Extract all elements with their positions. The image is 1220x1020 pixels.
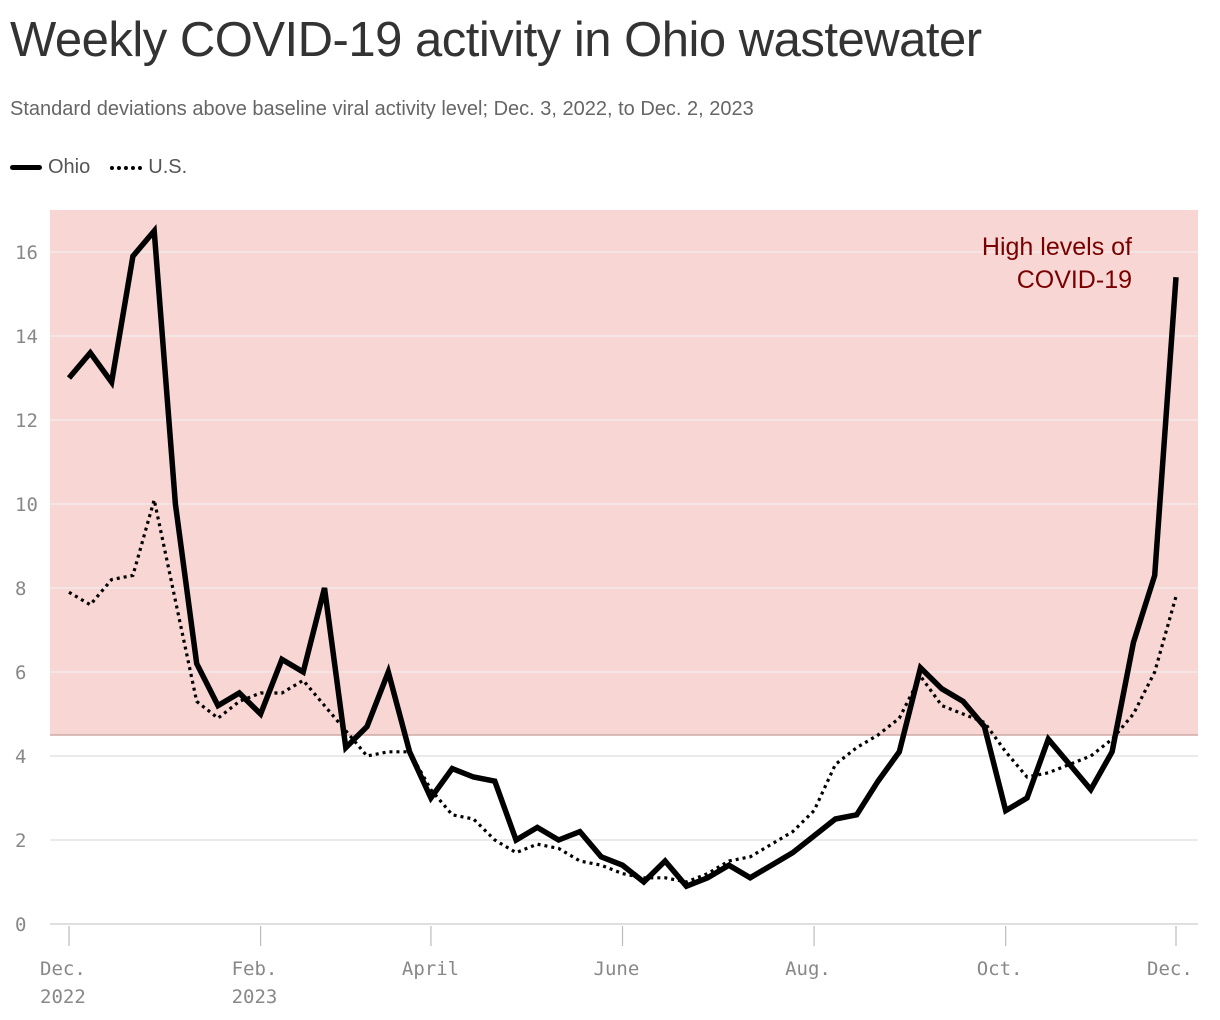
legend-item-us: U.S. (110, 156, 187, 179)
legend-item-ohio: Ohio (10, 156, 90, 179)
legend-solid-swatch (10, 165, 42, 170)
legend: Ohio U.S. (10, 156, 207, 179)
legend-label-ohio: Ohio (48, 156, 91, 178)
x-tick-label: Dec. (1147, 958, 1193, 980)
y-tick-label: 4 (15, 746, 26, 768)
x-tick-label: April (402, 958, 459, 980)
chart-subtitle: Standard deviations above baseline viral… (10, 98, 754, 120)
x-tick-label: 2023 (232, 986, 278, 1008)
y-tick-label: 0 (15, 914, 26, 936)
high-level-annotation: COVID-19 (1017, 266, 1132, 294)
legend-label-us: U.S. (148, 156, 188, 178)
series-line-ohio (66, 224, 1179, 890)
y-tick-label: 10 (15, 494, 38, 516)
y-tick-label: 14 (15, 326, 38, 348)
x-tick-label: June (594, 958, 640, 980)
legend-dotted-swatch (110, 165, 143, 170)
x-tick-label: 2022 (40, 986, 86, 1008)
y-tick-label: 8 (15, 578, 26, 600)
y-tick-label: 12 (15, 410, 38, 432)
y-tick-label: 6 (15, 662, 26, 684)
x-tick-label: Dec. (40, 958, 86, 980)
y-tick-label: 16 (15, 242, 38, 264)
high-level-band (50, 210, 1198, 735)
x-tick-label: Oct. (977, 958, 1023, 980)
chart-title: Weekly COVID-19 activity in Ohio wastewa… (10, 13, 982, 67)
y-tick-label: 2 (15, 830, 26, 852)
x-tick-label: Feb. (232, 958, 278, 980)
x-tick-label: Aug. (785, 958, 831, 980)
series-line-us (68, 499, 1178, 884)
high-level-annotation: High levels of (982, 233, 1132, 261)
